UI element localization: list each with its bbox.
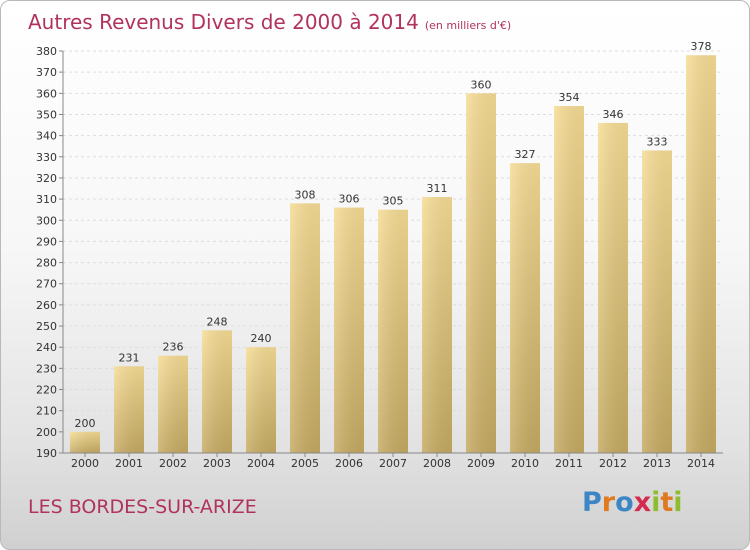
chart-subtitle: (en milliers d'€)	[424, 19, 512, 32]
bar-shade	[598, 122, 628, 454]
x-tick-label: 2008	[423, 457, 451, 470]
bar-value-label: 231	[119, 351, 140, 364]
y-tick-label: 240	[36, 341, 57, 354]
bar-shade	[246, 347, 276, 453]
x-tick-label: 2012	[599, 457, 627, 470]
bars: 200 231 236 248 240 308 306 305 311 360 327 354 346 3…	[70, 40, 716, 454]
y-tick-label: 200	[36, 426, 57, 439]
y-tick-label: 370	[36, 66, 57, 79]
x-tick-label: 2001	[115, 457, 143, 470]
y-tick-label: 350	[36, 108, 57, 121]
chart-title: Autres Revenus Divers de 2000 à 2014	[28, 10, 419, 34]
x-tick-label: 2005	[291, 457, 319, 470]
y-tick-label: 320	[36, 172, 57, 185]
bar-value-label: 327	[515, 148, 536, 161]
y-tick-label: 260	[36, 299, 57, 312]
bar-value-label: 308	[295, 188, 316, 201]
x-tick-label: 2011	[555, 457, 583, 470]
bar-shade	[334, 207, 364, 453]
x-axis: 2000 2001 2002 2003 2004 2005 2006 2007 2008 2009…	[63, 452, 723, 470]
bar-shade	[642, 150, 672, 453]
x-tick-label: 2014	[687, 457, 715, 470]
title-line: Autres Revenus Divers de 2000 à 2014 (en …	[28, 10, 511, 34]
x-tick-label: 2010	[511, 457, 539, 470]
bar-shade	[114, 366, 144, 453]
bar-value-label: 306	[339, 193, 360, 206]
y-tick-label: 310	[36, 193, 57, 206]
y-tick-label: 250	[36, 320, 57, 333]
y-axis: 190 200 210 220 230 240 250 260 270 280 290 300 310 3…	[36, 45, 64, 460]
y-tick-label: 290	[36, 235, 57, 248]
x-tick-label: 2003	[203, 457, 231, 470]
x-tick-label: 2002	[159, 457, 187, 470]
bar-value-label: 354	[559, 91, 580, 104]
bar-shade	[378, 209, 408, 453]
y-tick-label: 190	[36, 447, 57, 460]
y-tick-label: 270	[36, 278, 57, 291]
x-tick-label: 2000	[71, 457, 99, 470]
logo-letter: i	[673, 487, 683, 518]
bar-value-label: 378	[691, 40, 712, 53]
bar-shade	[510, 163, 540, 453]
bar-value-label: 333	[647, 135, 668, 148]
location-name: LES BORDES-SUR-ARIZE	[28, 496, 257, 518]
bar-value-label: 311	[427, 182, 448, 195]
y-tick-label: 220	[36, 384, 57, 397]
x-tick-label: 2013	[643, 457, 671, 470]
bar-shade	[158, 355, 188, 453]
bar-shade	[554, 106, 584, 453]
logo-letter: t	[660, 487, 674, 518]
bar-shade	[290, 203, 320, 453]
y-tick-label: 210	[36, 405, 57, 418]
logo-letter: r	[601, 487, 616, 518]
x-tick-label: 2009	[467, 457, 495, 470]
x-tick-label: 2006	[335, 457, 363, 470]
x-tick-label: 2004	[247, 457, 275, 470]
bar-value-label: 200	[75, 417, 96, 430]
x-tick-label: 2007	[379, 457, 407, 470]
logo-letter: x	[633, 487, 652, 518]
y-tick-label: 300	[36, 214, 57, 227]
y-tick-label: 280	[36, 257, 57, 270]
bar-value-label: 346	[603, 108, 624, 121]
bar-value-label: 305	[383, 195, 404, 208]
proxiti-logo[interactable]: Proxiti	[582, 487, 683, 518]
bar-shade	[70, 431, 100, 453]
y-tick-label: 380	[36, 45, 57, 58]
logo-letter: P	[582, 487, 602, 518]
y-tick-label: 230	[36, 362, 57, 375]
y-tick-label: 330	[36, 151, 57, 164]
y-tick-label: 360	[36, 87, 57, 100]
bar-value-label: 236	[163, 341, 184, 354]
bar-value-label: 248	[207, 315, 228, 328]
bar-value-label: 240	[251, 332, 272, 345]
y-tick-label: 340	[36, 130, 57, 143]
bar-shade	[422, 196, 452, 453]
bar-shade	[466, 93, 496, 453]
bar-value-label: 360	[471, 78, 492, 91]
bar-shade	[202, 330, 232, 453]
logo-letter: i	[651, 487, 661, 518]
logo-letter: o	[615, 487, 634, 518]
bar-shade	[686, 55, 716, 454]
